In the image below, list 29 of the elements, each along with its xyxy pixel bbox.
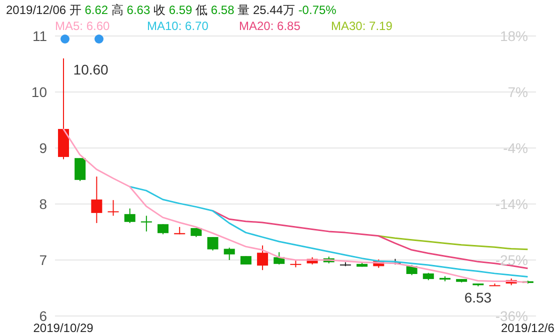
text: 2019/12/06 开 6.62 高 6.63 收 6.59 低 6.58 量 25.44万 -0.75% [6,3,336,17]
text: MA30: 7.19 [331,19,394,33]
text: MA10: 6.70 [147,19,210,33]
candlestick [224,247,235,260]
text: MA5: 6.60 [55,19,111,33]
y-tick-label: 6 [39,308,48,324]
candlestick [158,224,169,235]
text: MA20: 6.85 [239,19,302,33]
annotation: 6.53 [464,289,492,306]
y-tick-label: 7 [39,252,48,268]
annotation: 10.60 [73,61,109,78]
candlestick [91,176,102,224]
y-tick-label: 11 [32,28,48,44]
line-series [212,210,528,270]
line-series [128,186,528,278]
candlestick [274,252,285,265]
candlestick [108,200,119,216]
candlestick [140,215,152,232]
candlestick [207,236,218,251]
line-series [378,235,528,250]
y-tick-label: 9 [39,140,48,156]
candlestick [74,158,86,182]
y-tick-label: 8 [39,196,48,212]
candlestick [124,208,136,224]
candlestick [257,244,268,271]
x-tick-label: 2019/10/29 [33,321,94,334]
x-tick-label: 2019/12/6 [501,321,555,334]
y-tick-label: 10 [31,84,48,100]
y2-tick-label: -25% [495,252,528,268]
